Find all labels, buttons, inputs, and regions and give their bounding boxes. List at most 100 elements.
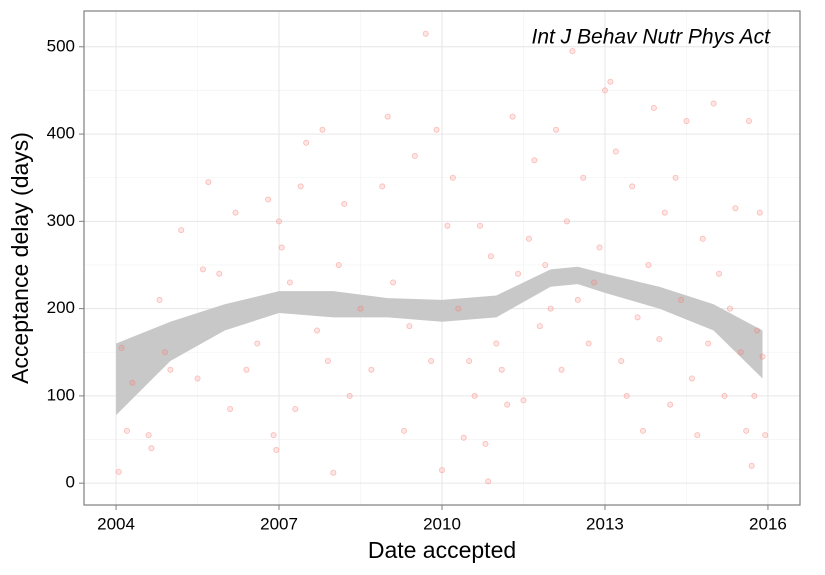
point	[591, 279, 598, 286]
point	[485, 478, 492, 485]
point	[286, 279, 293, 286]
point	[547, 305, 554, 312]
point	[509, 113, 516, 120]
point	[444, 222, 451, 229]
point	[278, 244, 285, 251]
point	[498, 366, 505, 373]
point	[743, 427, 750, 434]
y-tick-label: 300	[47, 211, 75, 230]
point	[455, 305, 462, 312]
point	[748, 462, 755, 469]
point	[148, 445, 155, 452]
point	[504, 401, 511, 408]
point	[265, 196, 272, 203]
point	[678, 296, 685, 303]
point	[705, 340, 712, 347]
point	[161, 349, 168, 356]
point	[297, 183, 304, 190]
point	[694, 432, 701, 439]
point	[618, 357, 625, 364]
point	[607, 78, 614, 85]
point	[623, 392, 630, 399]
point	[650, 104, 657, 111]
point	[199, 266, 206, 273]
y-tick-label: 0	[66, 473, 75, 492]
point	[580, 174, 587, 181]
point	[115, 468, 122, 475]
point	[531, 157, 538, 164]
x-tick-label: 2016	[749, 514, 787, 533]
x-tick-label: 2007	[260, 514, 298, 533]
point	[129, 379, 136, 386]
point	[292, 405, 299, 412]
point	[656, 336, 663, 343]
point	[629, 183, 636, 190]
point	[314, 327, 321, 334]
point	[612, 148, 619, 155]
point	[536, 323, 543, 330]
point	[716, 270, 723, 277]
point	[243, 366, 250, 373]
point	[762, 432, 769, 439]
x-tick-label: 2013	[586, 514, 624, 533]
point	[732, 205, 739, 212]
point	[640, 427, 647, 434]
point	[569, 48, 576, 55]
point	[254, 340, 261, 347]
point	[357, 305, 364, 312]
x-axis-label: Date accepted	[368, 537, 516, 563]
point	[411, 152, 418, 159]
annotation: Int J Behav Nutr Phys Act	[532, 26, 772, 49]
point	[726, 305, 733, 312]
point	[466, 357, 473, 364]
point	[449, 174, 456, 181]
point	[634, 314, 641, 321]
point	[227, 405, 234, 412]
point	[721, 392, 728, 399]
point	[553, 126, 560, 133]
point	[341, 200, 348, 207]
point	[751, 392, 758, 399]
point	[216, 270, 223, 277]
point	[596, 244, 603, 251]
point	[460, 434, 467, 441]
point	[156, 296, 163, 303]
point	[438, 467, 445, 474]
point	[428, 357, 435, 364]
point	[661, 209, 668, 216]
point	[390, 279, 397, 286]
y-tick-label: 200	[47, 298, 75, 317]
point	[520, 397, 527, 404]
y-tick-label: 500	[47, 36, 75, 55]
y-tick-label: 400	[47, 124, 75, 143]
point	[379, 183, 386, 190]
point	[683, 117, 690, 124]
point	[273, 447, 280, 454]
point	[737, 349, 744, 356]
point	[542, 261, 549, 268]
point	[515, 270, 522, 277]
x-tick-label: 2010	[423, 514, 461, 533]
point	[672, 174, 679, 181]
point	[422, 30, 429, 37]
point	[688, 375, 695, 382]
point	[118, 344, 125, 351]
point	[482, 440, 489, 447]
point	[493, 340, 500, 347]
point	[710, 100, 717, 107]
point	[477, 222, 484, 229]
point	[406, 323, 413, 330]
point	[585, 340, 592, 347]
x-tick-label: 2004	[97, 514, 135, 533]
point	[167, 366, 174, 373]
y-axis-label: Acceptance delay (days)	[7, 132, 33, 384]
point	[232, 209, 239, 216]
point	[601, 87, 608, 94]
point	[123, 427, 130, 434]
point	[400, 427, 407, 434]
point	[574, 296, 581, 303]
point	[178, 227, 185, 234]
point	[558, 366, 565, 373]
point	[756, 209, 763, 216]
